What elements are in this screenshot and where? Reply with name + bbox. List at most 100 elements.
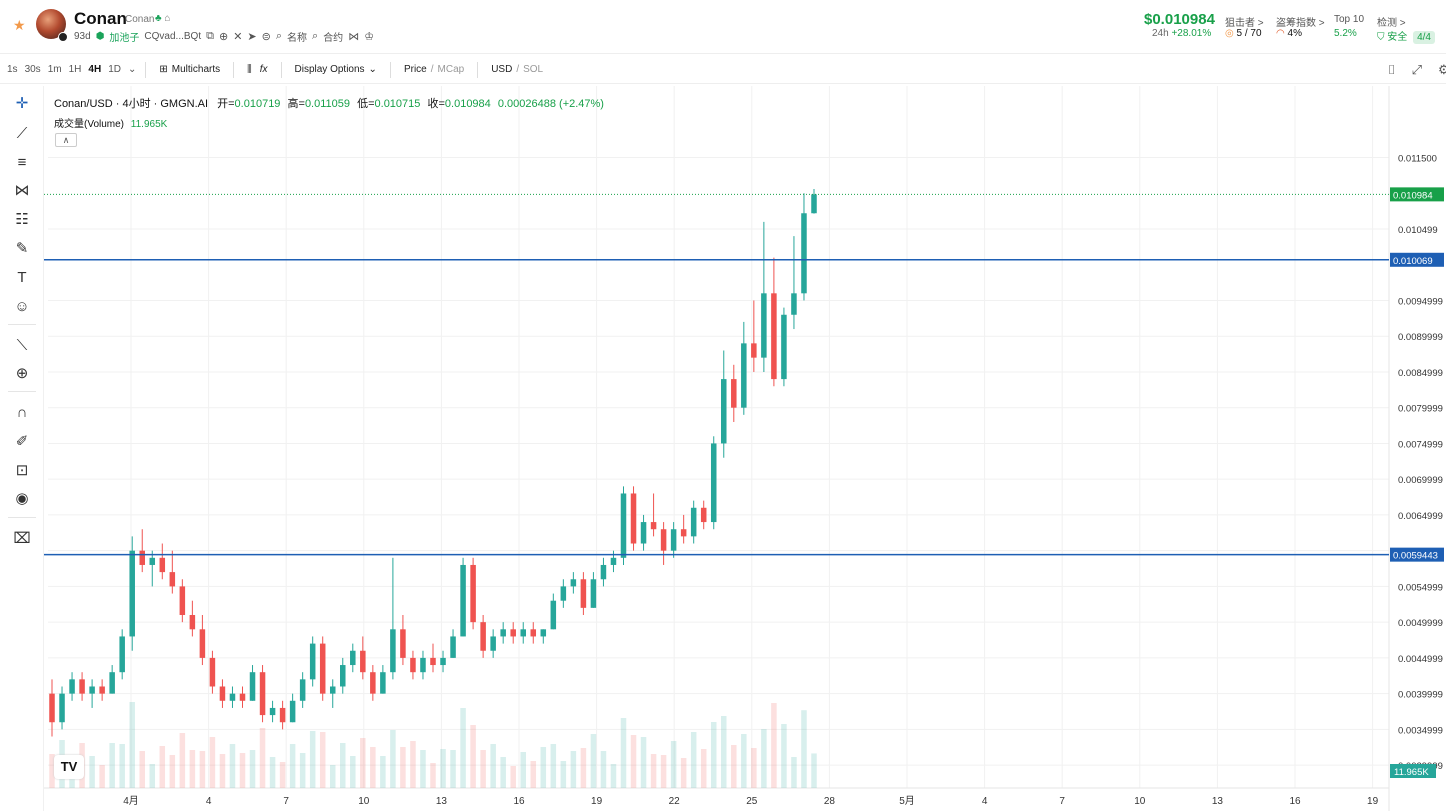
crosshair-icon[interactable]: ✛ [15, 95, 29, 112]
candle-body [640, 522, 647, 544]
x-icon[interactable]: ✕ [233, 31, 243, 43]
search-name-icon[interactable]: ⌕ [275, 30, 283, 42]
pattern-icon[interactable]: ⋈ [14, 182, 30, 199]
fib-icon[interactable]: ☷ [15, 211, 29, 228]
chevron-down-icon[interactable]: ⌄ [127, 64, 137, 75]
timeframe-1h[interactable]: 1H [68, 64, 82, 75]
display-options-button[interactable]: Display Options ⌄ [295, 64, 377, 75]
rug-index-value: ◠ 4% [1276, 28, 1302, 39]
copy-icon[interactable]: ⧉ [206, 30, 214, 42]
lock-icon[interactable]: ⊡ [15, 462, 29, 479]
x-tick-label: 19 [591, 796, 603, 807]
emoji-icon[interactable]: ☺ [14, 298, 30, 315]
search-name-link[interactable]: 名称 [287, 33, 308, 44]
volume-bar [721, 716, 727, 788]
gauge-icon: ◠ [1276, 28, 1285, 39]
volume-bar [741, 734, 747, 788]
toolbar-divider [477, 61, 479, 78]
candle-body [239, 693, 246, 701]
volume-bar [811, 753, 817, 788]
timeframe-4h[interactable]: 4H [88, 64, 102, 75]
check-label[interactable]: 检测 > [1377, 18, 1406, 29]
display-options-label: Display Options [294, 64, 365, 75]
candle-body [49, 693, 55, 723]
crown-icon[interactable]: ♔ [364, 31, 375, 43]
rug-index-label[interactable]: 盗筹指数 > [1276, 18, 1325, 29]
collapse-legend-button[interactable]: ∧ [55, 133, 77, 147]
usd-sol-toggle[interactable]: USD / SOL [491, 64, 544, 75]
candle-body [390, 629, 396, 673]
scan-icon[interactable]: ⊜ [261, 31, 271, 43]
camera-icon[interactable]: ⌷ [1387, 62, 1396, 77]
candle-body [771, 293, 777, 380]
timeframe-30s[interactable]: 30s [24, 64, 41, 75]
ruler-icon[interactable]: ⟍ [16, 337, 28, 354]
snipers-label[interactable]: 狙击者 > [1225, 18, 1264, 29]
trend-line-icon[interactable]: ⟋ [16, 125, 28, 142]
price-mcap-toggle[interactable]: Price / MCap [403, 64, 465, 75]
price-option[interactable]: Price [403, 64, 427, 75]
x-tick-label: 4 [982, 796, 988, 807]
text-icon[interactable]: T [17, 269, 27, 286]
x-tick-label: 4月 [123, 795, 139, 807]
change-period: 24h [1152, 28, 1169, 39]
volume-bar [239, 753, 246, 788]
zoom-in-icon[interactable]: ⊕ [15, 365, 29, 382]
magnet-icon[interactable]: ∩ [16, 404, 28, 421]
candle-body [169, 572, 176, 587]
y-tick-label: 0.0044999 [1398, 654, 1443, 665]
star-icon[interactable]: ★ [13, 17, 26, 33]
price-chart[interactable]: 4月 4 7 10 13 16 19 22 25 28 5月 4 7 10 13 16 19 0.011500 0.… [44, 86, 1446, 811]
eye-icon[interactable]: ◉ [15, 490, 29, 507]
globe-icon[interactable]: ⊕ [218, 31, 229, 43]
candle-body [119, 636, 125, 673]
lock-drawing-icon[interactable]: ✐ [15, 433, 29, 450]
volume-bar [229, 744, 236, 788]
candle-body [630, 493, 637, 544]
current-price-label: 0.010984 [1393, 190, 1433, 201]
usd-option[interactable]: USD [491, 64, 513, 75]
multicharts-button[interactable]: ⊞ Multicharts [159, 64, 220, 75]
candle-type-icon[interactable]: ⫼ [247, 64, 252, 75]
candle-body [650, 522, 657, 530]
current-price: $0.010984 [1144, 11, 1215, 28]
telegram-icon[interactable]: ➤ [247, 31, 257, 43]
volume-bar [209, 737, 216, 788]
tradingview-logo: TV [54, 755, 84, 779]
volume-bar [490, 744, 496, 788]
mcap-option[interactable]: MCap [437, 64, 465, 75]
tool-divider [8, 517, 36, 518]
candle-body [159, 557, 166, 573]
volume-bar [119, 744, 125, 788]
search-contract-link[interactable]: 合约 [323, 33, 344, 44]
search-contract-icon[interactable]: ⌕ [312, 30, 319, 42]
candle-body [470, 564, 476, 623]
candle-body [660, 529, 667, 551]
indicators-icon[interactable]: fx [259, 64, 268, 75]
contract-address[interactable]: CQvad...BQt [144, 31, 202, 42]
brush-icon[interactable]: ✎ [15, 240, 29, 257]
horizontal-lines-icon[interactable]: ≡ [17, 154, 27, 171]
volume-bar [289, 744, 296, 788]
x-tick-label: 10 [358, 796, 370, 807]
settings-icon[interactable]: ⚙ [1438, 62, 1446, 77]
volume-bar [390, 730, 396, 788]
x-tick-label: 16 [513, 796, 525, 807]
price-block: $0.010984 [1144, 11, 1215, 28]
trash-icon[interactable]: ⌧ [13, 530, 31, 547]
toolbar-divider [145, 61, 147, 78]
volume-bar [219, 754, 226, 788]
chain-badge-icon [58, 32, 68, 42]
timeframe-1m[interactable]: 1m [47, 64, 62, 75]
timeframe-1s[interactable]: 1s [7, 64, 18, 75]
volume-bar [199, 751, 206, 788]
share-icon[interactable]: ⋈ [348, 31, 360, 43]
candle-body [600, 564, 607, 580]
fullscreen-icon[interactable]: ⤢ [1411, 62, 1422, 77]
volume-bar [801, 710, 807, 788]
timeframe-1d[interactable]: 1D [108, 64, 121, 75]
candle-body [700, 507, 707, 523]
close-value: 0.010984 [444, 98, 491, 110]
sol-option[interactable]: SOL [523, 64, 544, 75]
pair-title: Conan/USD · 4小时 · GMGN.AI [54, 98, 209, 110]
